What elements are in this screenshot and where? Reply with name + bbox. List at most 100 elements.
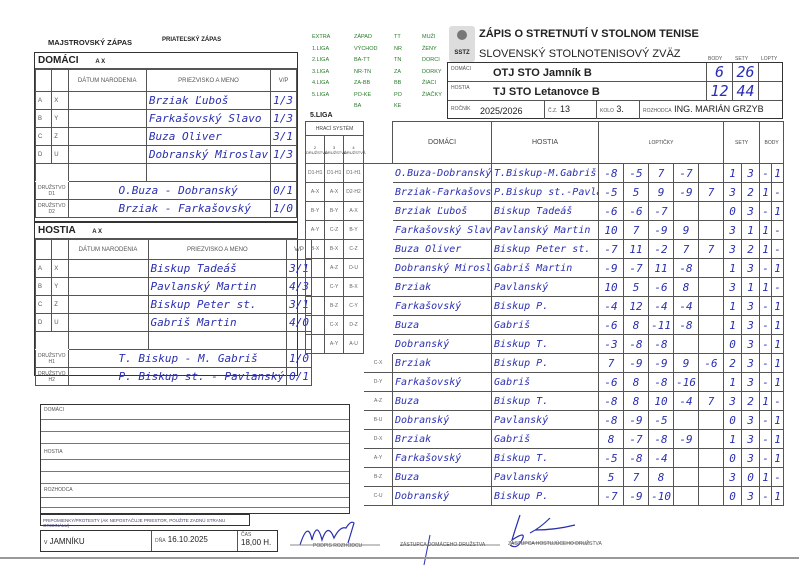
league-option: KE bbox=[394, 103, 402, 109]
sets-won: 0 bbox=[723, 201, 743, 221]
system-code bbox=[325, 430, 344, 449]
player-name: Biskup Peter st. bbox=[147, 295, 288, 314]
set-score: -8 bbox=[623, 334, 650, 354]
match-point: - bbox=[759, 296, 773, 316]
system-code bbox=[344, 411, 364, 430]
match-point: - bbox=[759, 334, 773, 354]
match-row: A-Y A-U Dobranský Biskup T. -3 -8 -8 0 3-1 bbox=[305, 334, 785, 354]
place-prefix: V bbox=[44, 540, 48, 546]
score-sety-label: SETY bbox=[735, 56, 749, 62]
set-score: 8 bbox=[673, 277, 700, 297]
cz-label: Č.Z. bbox=[548, 108, 558, 114]
player-letter-alt: U bbox=[51, 145, 69, 164]
set-score: -9 bbox=[598, 258, 625, 278]
away-player: P.Biskup st.-Pavlanský bbox=[491, 182, 600, 202]
set-score: -8 bbox=[623, 448, 650, 468]
home-player: Brziak bbox=[392, 277, 493, 297]
sets-won: 3 bbox=[741, 429, 761, 449]
set-score bbox=[698, 486, 725, 506]
doubles-label: DRUŽSTVO bbox=[38, 184, 66, 191]
match-point: 1 bbox=[771, 296, 785, 316]
match-code bbox=[364, 259, 393, 278]
set-score: 9 bbox=[648, 182, 675, 202]
set-score: 7 bbox=[698, 239, 725, 259]
away-players-box: HOSTIA A X DÁTUM NARODENIA PRIEZVISKO A M… bbox=[34, 222, 312, 386]
sets-won: 2 bbox=[741, 239, 761, 259]
away-col-header: HOSTIA bbox=[491, 121, 600, 164]
signatures bbox=[290, 514, 590, 565]
sets-won: 3 bbox=[741, 258, 761, 278]
set-score: -4 bbox=[648, 448, 675, 468]
system-code bbox=[344, 487, 364, 506]
match-point: - bbox=[759, 429, 773, 449]
balls-header: LOPTIČKY bbox=[598, 121, 725, 164]
set-score: -9 bbox=[648, 353, 675, 373]
set-score: -10 bbox=[648, 486, 675, 506]
home-player: Farkašovský bbox=[392, 448, 493, 468]
sys1-header: 2 DRUŽSTVÁ bbox=[305, 135, 328, 164]
sets-won: 1 bbox=[741, 220, 761, 240]
set-score bbox=[698, 372, 725, 392]
system-code: C-Z bbox=[324, 220, 344, 240]
set-score: 8 bbox=[623, 391, 650, 411]
home-player: Dobranský bbox=[392, 410, 493, 430]
away-player: Gabriš bbox=[491, 372, 600, 392]
sets-won: 3 bbox=[741, 486, 761, 506]
set-score: 7 bbox=[648, 163, 675, 183]
match-code bbox=[364, 335, 393, 354]
system-code bbox=[344, 468, 364, 487]
set-score: -8 bbox=[648, 334, 675, 354]
set-score bbox=[673, 410, 700, 430]
away-team-label: HOSTIA bbox=[451, 85, 470, 91]
away-label: HOSTIA bbox=[38, 225, 76, 236]
home-label: DOMÁCI bbox=[38, 55, 79, 66]
player-name: Farkašovský Slavo bbox=[145, 109, 272, 128]
league-option: ZA-BB bbox=[354, 80, 371, 86]
doubles-row: DRUŽSTVO D1 O.Buza - Dobranský 0/1 bbox=[35, 181, 297, 200]
home-player: Farkašovský bbox=[392, 296, 493, 316]
match-point: - bbox=[759, 163, 773, 183]
match-row: D-Y Farkašovský Gabriš -6 8 -8 -16 1 3-1 bbox=[306, 372, 785, 392]
system-code: B-X bbox=[305, 239, 325, 259]
doubles-code: H1 bbox=[48, 358, 55, 365]
system-code bbox=[325, 449, 344, 468]
match-row: C-Y B-X Brziak Pavlanský 10 5 -6 8 3 1 1- bbox=[305, 277, 785, 297]
system-code bbox=[344, 392, 364, 411]
system-code bbox=[305, 315, 325, 335]
system-code: D2-H2 bbox=[342, 182, 365, 202]
sig-home-label: ZÁSTUPCA DOMÁCEHO DRUŽSTVA bbox=[400, 542, 486, 548]
system-header: HRACÍ SYSTÉM bbox=[304, 121, 365, 136]
league-option: PO-KE bbox=[354, 91, 372, 98]
set-score bbox=[698, 277, 725, 297]
set-score: -7 bbox=[623, 429, 650, 449]
league-option: BA-TT bbox=[354, 57, 370, 63]
match-point: 1 bbox=[771, 201, 785, 221]
set-score: -6 bbox=[598, 372, 625, 392]
match-point: - bbox=[759, 315, 773, 335]
league-option: PO bbox=[394, 91, 402, 98]
match-point: 1 bbox=[759, 239, 773, 259]
system-code: C-Y bbox=[342, 296, 365, 316]
league-option: BA bbox=[354, 103, 362, 109]
away-player: Gabriš bbox=[491, 429, 600, 449]
doubles-label: DRUŽSTVO bbox=[38, 352, 66, 359]
matches-table: HRACÍ SYSTÉM DOMÁCI HOSTIA LOPTIČKY SETY BODY… bbox=[304, 121, 785, 506]
match-point: 1 bbox=[759, 277, 773, 297]
system-code: A-U bbox=[342, 334, 365, 354]
match-point: - bbox=[771, 467, 785, 487]
sets-won: 2 bbox=[723, 353, 743, 373]
set-score: -7 bbox=[673, 163, 700, 183]
system-code: A-Z bbox=[324, 258, 344, 278]
doubles-wl: 0/1 bbox=[270, 181, 297, 200]
match-code bbox=[364, 221, 393, 240]
system-code bbox=[306, 354, 325, 373]
league-option: 2.LIGA bbox=[312, 57, 330, 63]
match-point: 1 bbox=[771, 429, 785, 449]
home-player: Brziak Ľuboš bbox=[392, 201, 493, 221]
away-player: Pavlanský bbox=[491, 277, 600, 297]
away-player: Biskup Tadeáš bbox=[491, 201, 600, 221]
set-score: -8 bbox=[648, 372, 675, 392]
system-code: D1-H1 bbox=[324, 163, 344, 183]
sets-won: 3 bbox=[723, 239, 743, 259]
match-point: 1 bbox=[771, 410, 785, 430]
